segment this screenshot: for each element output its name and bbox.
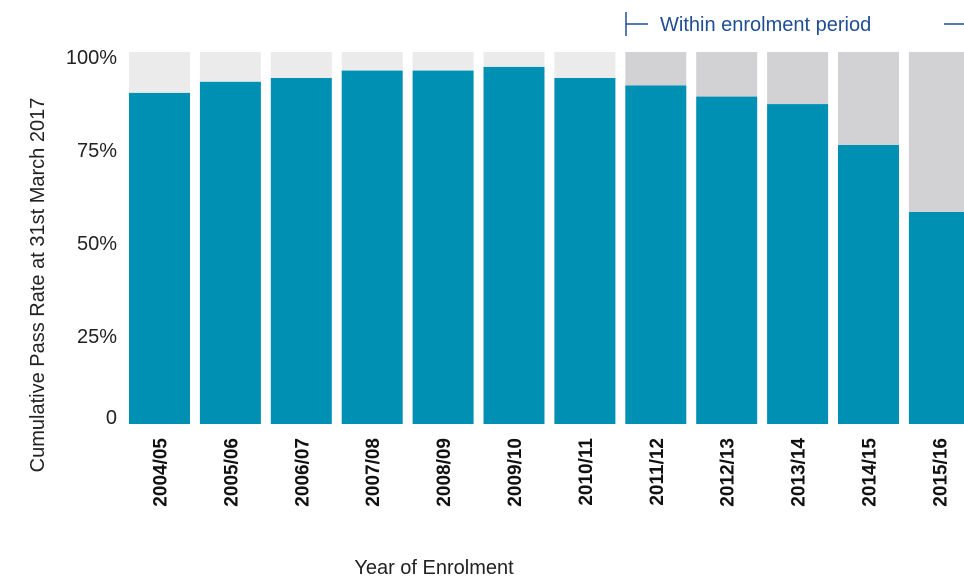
x-tick-label: 2007/08 <box>363 438 384 507</box>
bar-2011/12 <box>625 85 687 424</box>
bar-remainder-2006/07 <box>270 52 332 78</box>
bar-remainder-2012/13 <box>696 52 758 97</box>
bar-remainder-2008/09 <box>412 52 474 71</box>
y-axis-title: Cumulative Pass Rate at 31st March 2017 <box>27 98 49 473</box>
bar-remainder-2010/11 <box>554 52 616 78</box>
bar-2006/07 <box>270 78 332 424</box>
x-axis-title: Year of Enrolment <box>354 557 514 577</box>
bar-2009/10 <box>483 66 545 425</box>
bar-remainder-2007/08 <box>341 52 403 71</box>
x-tick-label: 2013/14 <box>789 438 810 507</box>
bar-2005/06 <box>199 81 261 425</box>
bar-remainder-2009/10 <box>483 52 545 67</box>
annotation-label: Within enrolment period <box>660 14 871 36</box>
bar-2007/08 <box>341 70 403 424</box>
bar-2012/13 <box>696 96 758 424</box>
bar-remainder-2014/15 <box>838 52 899 145</box>
x-tick-label: 2012/13 <box>718 438 739 507</box>
bar-remainder-2011/12 <box>625 52 687 86</box>
x-tick-label: 2005/06 <box>221 438 242 507</box>
bar-remainder-2015/16 <box>908 52 964 212</box>
enrolment-period-annotation: Within enrolment period <box>625 12 964 36</box>
bar-remainder-2004/05 <box>129 52 190 93</box>
y-tick-label: 75% <box>77 140 117 162</box>
bar-2015/16 <box>908 212 964 424</box>
y-tick-label: 50% <box>77 233 117 255</box>
x-tick-label: 2011/12 <box>647 438 668 506</box>
y-tick-label: 25% <box>77 326 117 348</box>
bar-2014/15 <box>838 145 899 424</box>
bar-2010/11 <box>554 78 616 424</box>
x-tick-label: 2006/07 <box>292 438 313 507</box>
bar-2004/05 <box>129 92 190 425</box>
x-tick-label: 2004/05 <box>151 438 172 507</box>
x-axis-ticks: 2004/05 2005/06 2006/07 2007/08 2008/09 2009/… <box>151 438 952 507</box>
y-axis-ticks: 100% 75% 50% 25% 0 <box>66 47 117 429</box>
x-tick-label: 2014/15 <box>860 438 881 507</box>
x-tick-label: 2009/10 <box>505 438 526 507</box>
x-tick-label: 2015/16 <box>930 438 951 507</box>
x-tick-label: 2010/11 <box>576 438 597 506</box>
bar-2013/14 <box>767 104 829 424</box>
y-tick-label: 0 <box>106 407 117 429</box>
y-tick-label: 100% <box>66 47 117 69</box>
x-tick-label: 2008/09 <box>434 438 455 507</box>
bar-remainder-2005/06 <box>199 52 261 82</box>
bars-group <box>129 52 964 425</box>
bar-remainder-2013/14 <box>767 52 829 105</box>
bar-2008/09 <box>412 70 474 424</box>
